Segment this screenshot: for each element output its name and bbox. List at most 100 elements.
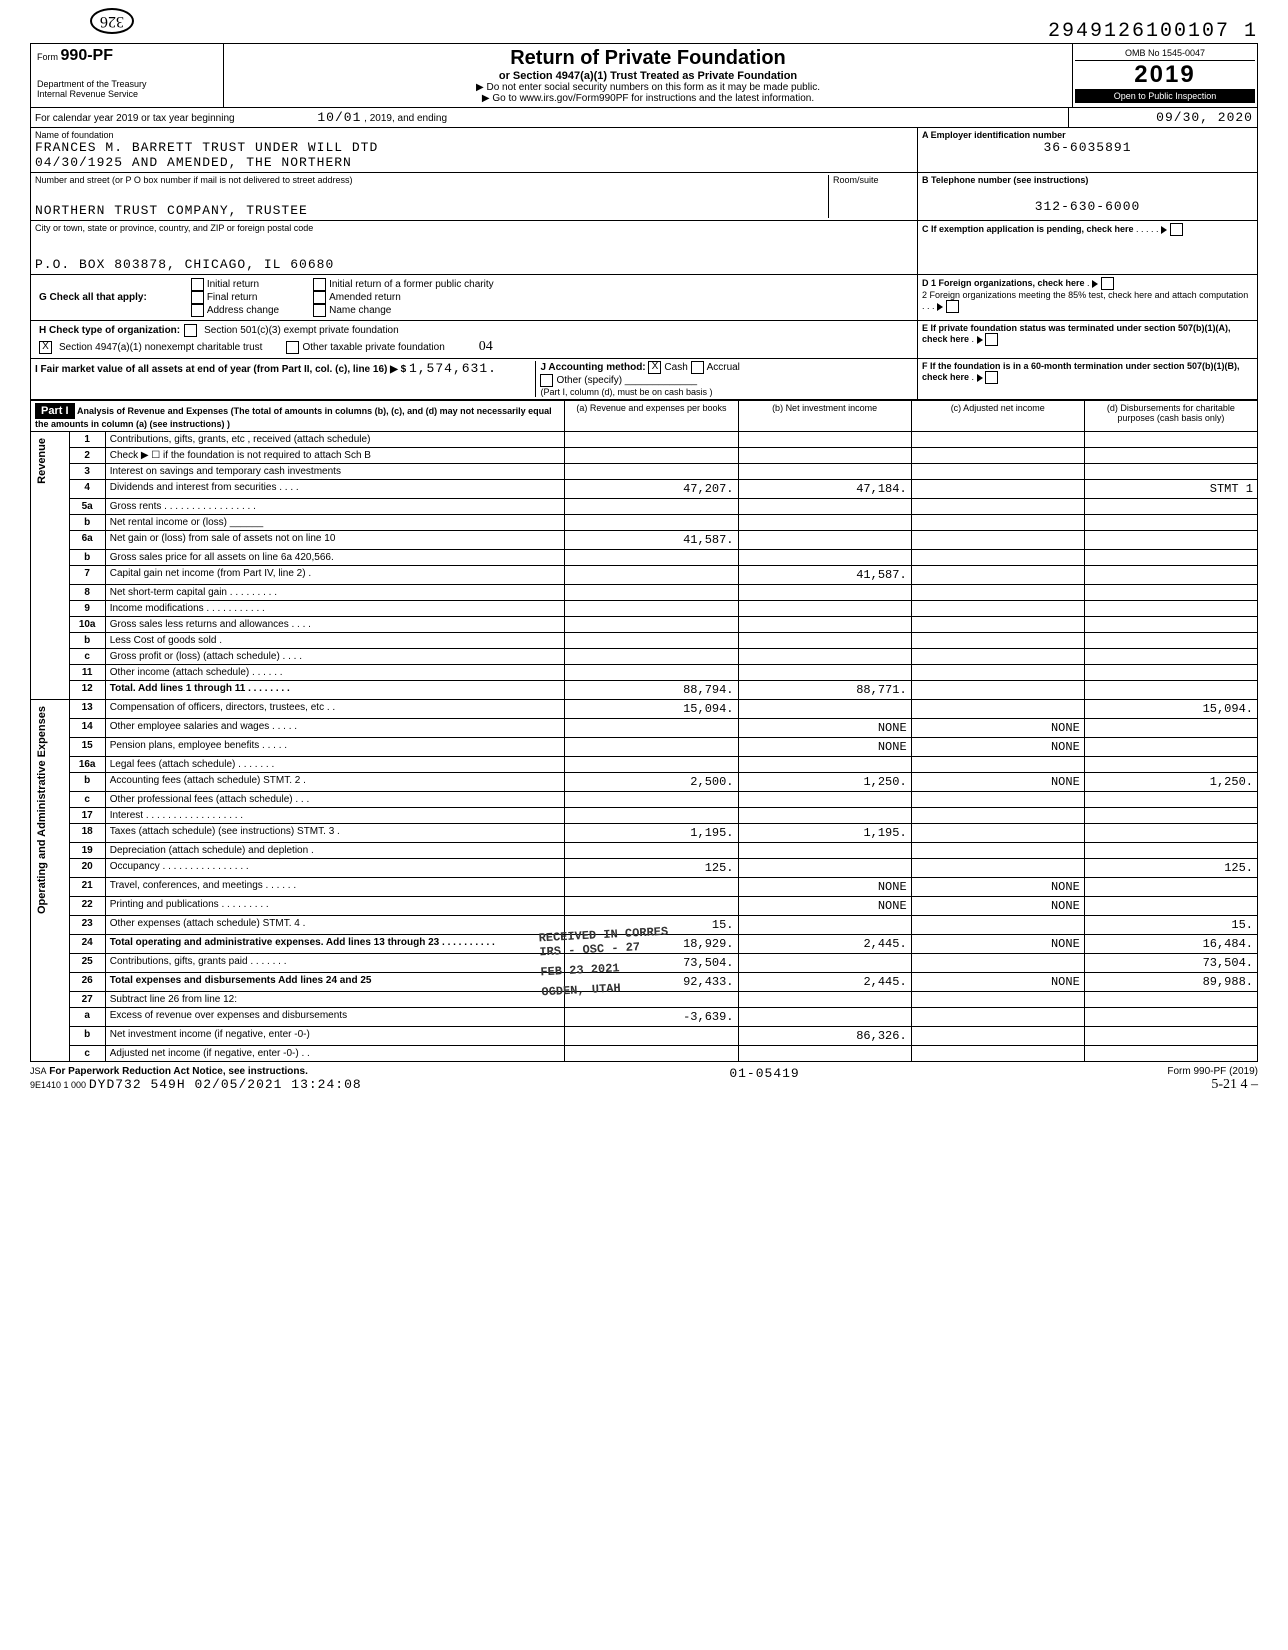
table-row: 19Depreciation (attach schedule) and dep…: [31, 843, 1258, 859]
row-number: 14: [69, 719, 105, 738]
row-description: Gross profit or (loss) (attach schedule)…: [105, 649, 565, 665]
cell-col-c: NONE: [911, 973, 1084, 992]
cell-col-d: [1084, 633, 1257, 649]
d2-checkbox[interactable]: [946, 300, 959, 313]
table-row: 21Travel, conferences, and meetings . . …: [31, 878, 1258, 897]
row-description: Depreciation (attach schedule) and deple…: [105, 843, 565, 859]
row-number: b: [69, 633, 105, 649]
table-row: 6aNet gain or (loss) from sale of assets…: [31, 531, 1258, 550]
accrual-checkbox[interactable]: [691, 361, 704, 374]
row-number: 5a: [69, 499, 105, 515]
cell-col-b: 2,445.: [738, 935, 911, 954]
begin-date: 10/01: [317, 110, 361, 125]
cell-col-d: [1084, 566, 1257, 585]
cell-col-a: [565, 808, 738, 824]
cell-col-a: [565, 878, 738, 897]
row-description: Contributions, gifts, grants, etc , rece…: [105, 432, 565, 448]
section-j-label: J Accounting method:: [540, 362, 645, 373]
h-opt2: Section 4947(a)(1) nonexempt charitable …: [59, 342, 262, 353]
table-row: bNet rental income or (loss) ______: [31, 515, 1258, 531]
table-row: cGross profit or (loss) (attach schedule…: [31, 649, 1258, 665]
table-row: 15Pension plans, employee benefits . . .…: [31, 738, 1258, 757]
cell-col-a: 1,195.: [565, 824, 738, 843]
row-number: b: [69, 515, 105, 531]
table-row: 3Interest on savings and temporary cash …: [31, 464, 1258, 480]
cell-col-c: [911, 992, 1084, 1008]
arrow-icon: [977, 336, 983, 344]
row-description: Printing and publications . . . . . . . …: [105, 897, 565, 916]
box-c-checkbox[interactable]: [1170, 223, 1183, 236]
cash-label: Cash: [664, 362, 687, 373]
cell-col-b: [738, 601, 911, 617]
h-501c3-checkbox[interactable]: [184, 324, 197, 337]
table-row: 11Other income (attach schedule) . . . .…: [31, 665, 1258, 681]
cell-col-b: [738, 665, 911, 681]
row-number: 7: [69, 566, 105, 585]
received-stamp: RECEIVED IN CORRES IRS - OSC - 27 FEB 23…: [538, 925, 671, 1000]
section-g-label: G Check all that apply:: [39, 292, 147, 303]
cell-col-a: [565, 1027, 738, 1046]
row-description: Occupancy . . . . . . . . . . . . . . . …: [105, 859, 565, 878]
cell-col-b: NONE: [738, 878, 911, 897]
hand-04: 04: [479, 339, 493, 355]
cell-col-d: [1084, 432, 1257, 448]
cell-col-d: [1084, 1008, 1257, 1027]
cell-col-a: [565, 432, 738, 448]
cell-col-d: [1084, 843, 1257, 859]
cell-col-d: [1084, 448, 1257, 464]
address-change-checkbox[interactable]: [191, 304, 204, 317]
row-number: 19: [69, 843, 105, 859]
cell-col-b: [738, 757, 911, 773]
section-i-label: I Fair market value of all assets at end…: [35, 364, 406, 375]
table-row: 10aGross sales less returns and allowanc…: [31, 617, 1258, 633]
cash-checkbox[interactable]: X: [648, 361, 661, 374]
cell-col-a: 41,587.: [565, 531, 738, 550]
cell-col-d: [1084, 808, 1257, 824]
cell-col-d: 125.: [1084, 859, 1257, 878]
ein-value: 36-6035891: [922, 140, 1253, 155]
other-method-checkbox[interactable]: [540, 374, 553, 387]
cell-col-c: [911, 633, 1084, 649]
final-return-checkbox[interactable]: [191, 291, 204, 304]
cell-col-b: NONE: [738, 719, 911, 738]
table-row: bGross sales price for all assets on lin…: [31, 550, 1258, 566]
section-h-label: H Check type of organization:: [39, 325, 180, 336]
d1-checkbox[interactable]: [1101, 277, 1114, 290]
e-checkbox[interactable]: [985, 333, 998, 346]
stamp-326: 326: [90, 8, 134, 34]
cell-col-d: [1084, 515, 1257, 531]
cell-col-c: NONE: [911, 738, 1084, 757]
cell-col-d: [1084, 992, 1257, 1008]
cell-col-d: STMT 1: [1084, 480, 1257, 499]
cell-col-b: [738, 550, 911, 566]
box-f-label: F If the foundation is in a 60-month ter…: [922, 361, 1240, 382]
row-number: c: [69, 649, 105, 665]
cell-col-d: 1,250.: [1084, 773, 1257, 792]
row-description: Other employee salaries and wages . . . …: [105, 719, 565, 738]
cell-col-b: [738, 617, 911, 633]
cell-col-d: 15.: [1084, 916, 1257, 935]
table-row: 20Occupancy . . . . . . . . . . . . . . …: [31, 859, 1258, 878]
name-change-checkbox[interactable]: [313, 304, 326, 317]
footer-form: Form 990-PF (2019): [1167, 1066, 1258, 1077]
table-row: 18Taxes (attach schedule) (see instructi…: [31, 824, 1258, 843]
initial-former-checkbox[interactable]: [313, 278, 326, 291]
footer-hand: 5-21 4 –: [1167, 1077, 1258, 1093]
row-number: 26: [69, 973, 105, 992]
fmv-value: 1,574,631.: [409, 361, 497, 376]
j-note: (Part I, column (d), must be on cash bas…: [540, 387, 918, 397]
row-description: Total operating and administrative expen…: [105, 935, 565, 954]
cell-col-d: [1084, 601, 1257, 617]
initial-return-checkbox[interactable]: [191, 278, 204, 291]
row-description: Total expenses and disbursements Add lin…: [105, 973, 565, 992]
cell-col-d: [1084, 738, 1257, 757]
h-other-checkbox[interactable]: [286, 341, 299, 354]
arrow-icon: [1161, 226, 1167, 234]
f-checkbox[interactable]: [985, 371, 998, 384]
h-4947-checkbox[interactable]: X: [39, 341, 52, 354]
amended-checkbox[interactable]: [313, 291, 326, 304]
cell-col-c: [911, 601, 1084, 617]
box-b-label: B Telephone number (see instructions): [922, 175, 1253, 185]
cell-col-c: [911, 499, 1084, 515]
cell-col-a: -3,639.: [565, 1008, 738, 1027]
